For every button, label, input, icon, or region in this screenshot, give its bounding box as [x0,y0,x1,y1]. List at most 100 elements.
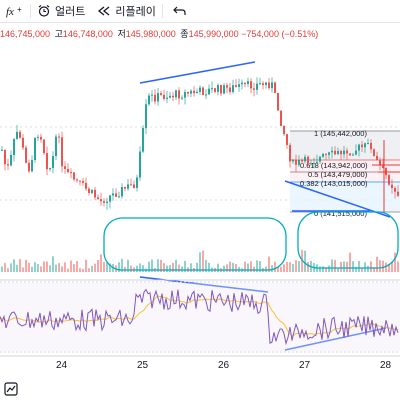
tradingview-logo-icon[interactable] [4,382,18,396]
volume-bar [10,263,12,272]
annotation-box-2 [297,211,399,269]
volume-bar [226,264,228,272]
volume-bar [178,264,180,272]
candle-body [49,167,51,170]
candle-body [286,134,288,145]
volume-bar [217,263,219,272]
volume-bar [271,265,273,272]
volume-bar [169,265,171,272]
close-value: 145,990,000 [188,29,239,39]
candle-body [355,150,357,155]
candle-body [226,85,228,88]
volume-bar [322,266,324,272]
indicators-button[interactable]: fx + [0,0,30,22]
fibonacci-retracement[interactable]: 1 (145,442,000) 0.618 (143,942,000) 0.5 … [290,129,400,218]
candle-body [184,91,186,98]
candle-body [268,82,270,89]
candle-body [85,182,87,189]
candle-body [202,87,204,96]
svg-text:+: + [17,5,22,14]
fib-label-1: 1 (145,442,000) [314,129,367,138]
candle-body [232,85,234,92]
candle-body [193,90,195,94]
volume-bar [175,259,177,272]
candle-body [76,179,78,181]
volume-bar [379,260,381,272]
volume-bar [328,265,330,272]
volume-series [1,249,399,272]
volume-bar [34,262,36,272]
function-plus-icon: fx + [6,5,22,18]
volume-bar [259,261,261,272]
candle-body [223,85,225,94]
volume-annotations[interactable] [103,211,399,271]
candle-body [280,110,282,126]
volume-bar [385,262,387,272]
price-chart[interactable]: 1 (145,442,000) 0.618 (143,942,000) 0.5 … [0,40,400,360]
candle-body [178,90,180,99]
volume-bar [286,261,288,272]
candle-body [16,131,18,139]
volume-bar [232,262,234,272]
candle-body [172,95,174,98]
volume-bar [364,262,366,272]
volume-bar [268,256,270,272]
candle-body [127,184,129,189]
volume-bar [73,264,75,272]
volume-bar [373,267,375,272]
volume-bar [199,252,201,272]
volume-bar [181,266,183,272]
volume-bar [130,265,132,272]
candle-body [64,166,66,169]
candle-body [136,177,138,188]
volume-bar [388,263,390,272]
volume-bar [208,262,210,272]
candle-body [79,180,81,182]
candle-body [307,156,309,164]
alert-label: 얼러트 [55,6,86,18]
volume-bar [172,262,174,272]
undo-button[interactable] [163,0,197,22]
candle-body [244,82,246,85]
candle-body [334,150,336,155]
volume-bar [118,262,120,272]
candle-body [331,150,333,153]
volume-bar [223,265,225,272]
candle-body [301,160,303,162]
volume-bar [106,262,108,272]
volume-bar [100,254,102,272]
candle-body [166,97,168,99]
volume-bar [307,261,309,272]
candle-body [397,191,399,196]
replay-button[interactable]: 리플레이 [91,0,161,22]
volume-bar [370,261,372,272]
volume-bar [361,268,363,272]
candle-body [196,91,198,94]
upper-trendline [139,61,256,84]
alert-button[interactable]: 얼러트 [31,0,91,22]
volume-bar [274,261,276,272]
candle-body [199,87,201,92]
candle-body [28,162,30,172]
volume-bar [250,261,252,272]
volume-bar [67,268,69,272]
volume-bar [277,267,279,272]
volume-bar [37,264,39,272]
volume-bar [94,263,96,272]
candle-body [391,184,393,189]
trendlines[interactable] [139,61,391,351]
candle-body [154,94,156,102]
candle-body [52,156,54,168]
x-tick-24: 24 [56,360,68,371]
volume-bar [28,262,30,272]
volume-bar [205,259,207,272]
volume-bar [325,267,327,272]
candle-body [151,94,153,96]
candle-body [109,195,111,202]
candle-body [70,172,72,174]
low-key: 저 [117,29,126,39]
candle-body [115,193,117,197]
candle-body [208,88,210,95]
volume-bar [109,263,111,272]
undo-arrow-icon [173,6,186,15]
